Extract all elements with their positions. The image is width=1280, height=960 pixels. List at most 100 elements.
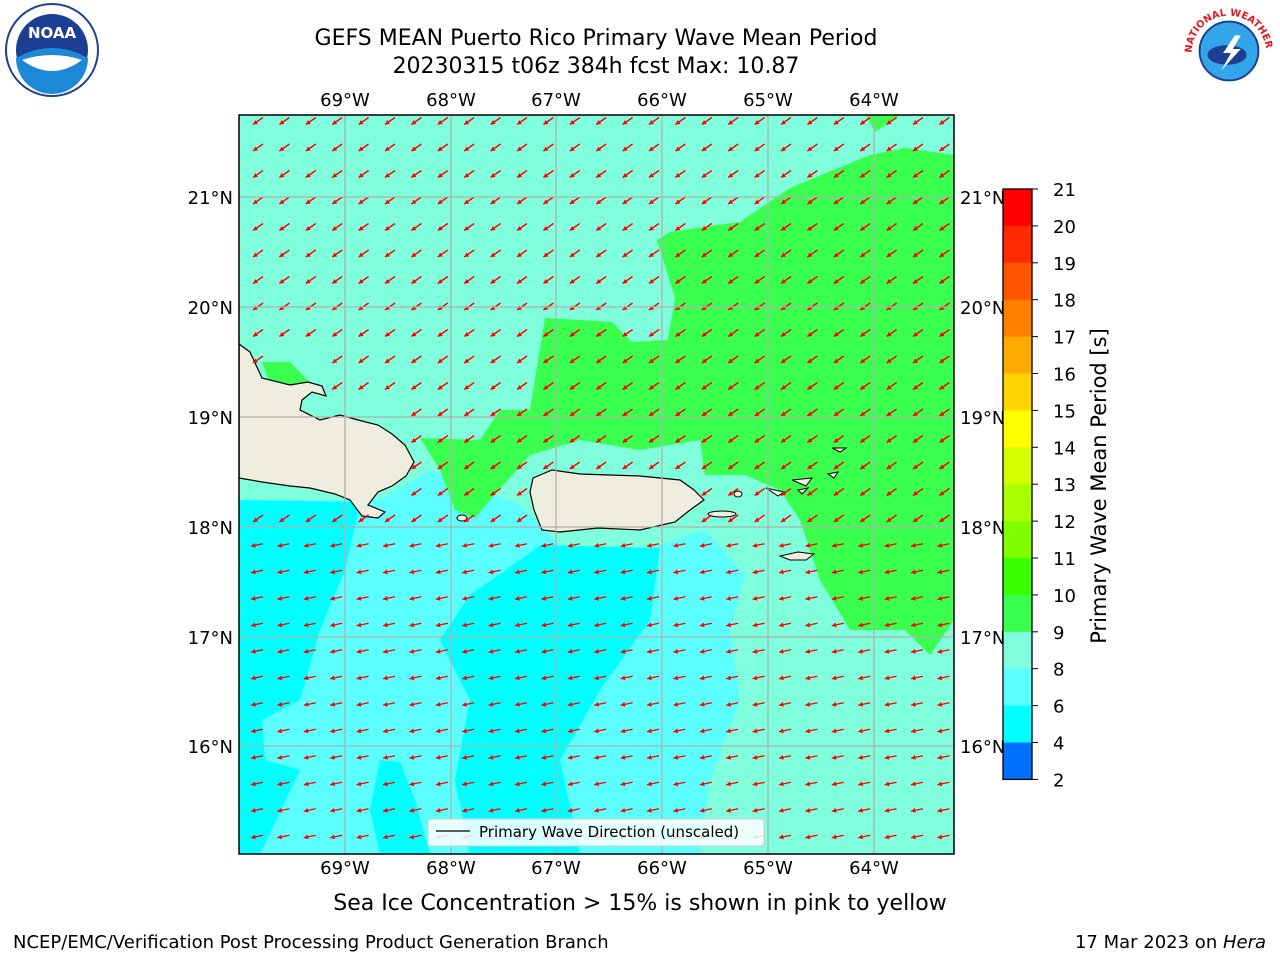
- wave-arrow: [384, 249, 396, 258]
- wave-arrow: [886, 196, 898, 205]
- wave-arrow: [542, 381, 554, 391]
- wave-arrow: [435, 649, 448, 654]
- wave-arrow: [435, 569, 448, 575]
- wave-arrow: [410, 116, 422, 126]
- wave-arrow: [463, 275, 475, 285]
- wave-arrow: [490, 275, 502, 285]
- wave-arrow: [648, 196, 660, 205]
- wave-arrow: [410, 328, 422, 338]
- wave-arrow: [646, 728, 660, 734]
- wave-arrow: [542, 222, 554, 232]
- wave-arrow: [514, 808, 528, 813]
- wave-arrow: [305, 196, 317, 205]
- wave-arrow: [727, 381, 739, 391]
- wave-arrow: [910, 543, 924, 548]
- wave-arrow: [594, 596, 607, 601]
- wave-arrow: [646, 781, 660, 787]
- wave-arrow: [384, 514, 396, 523]
- lon-label-top: 64°W: [849, 90, 899, 111]
- wave-arrow: [726, 675, 739, 681]
- wave-arrow: [490, 514, 502, 523]
- wave-arrow: [358, 116, 370, 126]
- wave-arrow: [648, 355, 660, 364]
- wave-arrow: [805, 728, 818, 734]
- wave-arrow: [937, 622, 950, 628]
- wave-arrow: [490, 222, 502, 232]
- wave-arrow: [699, 649, 712, 654]
- wave-arrow: [646, 675, 660, 681]
- wave-arrow: [701, 196, 713, 205]
- wave-arrow: [409, 543, 422, 548]
- wave-arrow: [806, 434, 818, 444]
- wave-arrow: [674, 249, 686, 258]
- wave-arrow: [277, 728, 290, 734]
- wave-arrow: [938, 222, 950, 232]
- wave-arrow: [595, 461, 607, 470]
- wave-arrow: [859, 222, 871, 232]
- wave-arrow: [358, 355, 370, 364]
- wave-arrow: [305, 116, 317, 126]
- lon-label-top: 67°W: [531, 90, 581, 111]
- wave-arrow: [886, 116, 898, 126]
- wave-arrow: [569, 116, 581, 126]
- wave-arrow: [541, 675, 554, 681]
- wave-arrow: [516, 143, 528, 152]
- wave-arrow: [831, 569, 844, 575]
- wave-arrow: [277, 543, 290, 548]
- wave-arrow: [859, 116, 871, 126]
- wave-arrow: [833, 381, 845, 391]
- lat-label-right: 17°N: [960, 628, 1005, 649]
- wave-arrow: [912, 461, 924, 470]
- wave-arrow: [938, 355, 950, 364]
- wave-arrow: [833, 169, 845, 179]
- wave-arrow: [858, 834, 871, 840]
- wave-arrow: [778, 569, 792, 575]
- wave-arrow: [569, 143, 581, 152]
- wave-arrow: [726, 543, 739, 548]
- wave-arrow: [382, 728, 396, 734]
- lon-label-top: 65°W: [743, 90, 793, 111]
- wave-arrow: [358, 249, 370, 258]
- wave-arrow: [250, 755, 264, 760]
- wave-arrow: [622, 381, 634, 391]
- wave-arrow: [780, 434, 792, 444]
- wave-arrow: [701, 461, 713, 470]
- colorbar-tick-label: 12: [1053, 512, 1076, 533]
- wave-arrow: [252, 169, 264, 179]
- wave-arrow: [754, 328, 766, 338]
- wave-arrow: [331, 355, 343, 364]
- wave-arrow: [648, 249, 660, 258]
- wave-arrow: [937, 808, 950, 813]
- wave-arrow: [594, 569, 607, 575]
- wave-arrow: [938, 143, 950, 152]
- colorbar-tick-label: 4: [1053, 734, 1064, 755]
- lat-labels-right: 21°N 20°N 19°N 18°N 17°N 16°N: [960, 188, 1005, 758]
- wave-arrow: [435, 543, 448, 548]
- wave-arrow: [462, 596, 475, 601]
- wave-arrow: [250, 649, 264, 654]
- wave-arrow: [277, 702, 290, 707]
- wave-arrow: [514, 649, 528, 654]
- wave-arrow: [805, 675, 818, 681]
- wave-arrow: [488, 569, 501, 575]
- colorbar-segment: [1003, 336, 1032, 374]
- wave-arrow: [409, 675, 422, 681]
- lat-label-left: 20°N: [188, 298, 233, 319]
- wave-arrow: [488, 622, 501, 628]
- colorbar-tick-label: 11: [1053, 549, 1076, 570]
- wave-arrow: [542, 196, 554, 205]
- wave-arrow: [252, 275, 264, 285]
- wave-arrow: [514, 569, 528, 575]
- wave-arrow: [674, 381, 686, 391]
- colorbar-label: Primary Wave Mean Period [s]: [1087, 328, 1111, 644]
- wave-arrow: [356, 702, 369, 707]
- lat-label-left: 18°N: [188, 518, 233, 539]
- wave-arrow: [490, 434, 502, 444]
- wave-arrow: [673, 781, 686, 787]
- wave-arrow: [805, 808, 818, 813]
- wave-arrow: [912, 514, 924, 523]
- wave-arrow: [726, 702, 739, 707]
- wave-arrow: [699, 728, 712, 734]
- wave-arrow: [806, 222, 818, 232]
- wave-arrow: [410, 355, 422, 364]
